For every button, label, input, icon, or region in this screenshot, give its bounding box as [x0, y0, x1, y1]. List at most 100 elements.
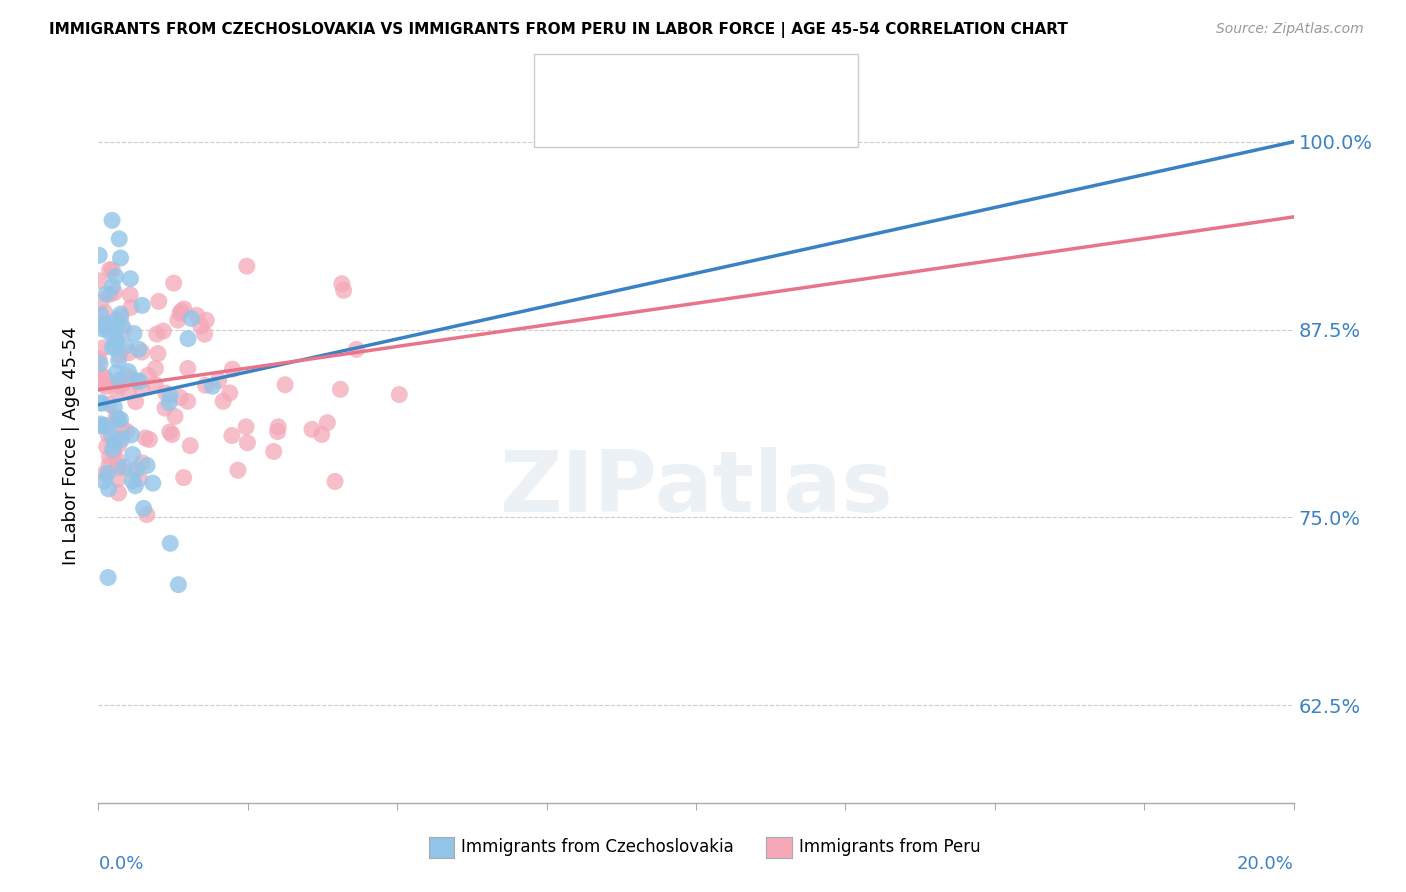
Point: [105, 313, 128, 327]
Point: [221, 428, 243, 442]
Point: [105, 366, 128, 380]
Point: [90, 372, 112, 386]
Point: [117, 384, 139, 398]
Point: [159, 425, 181, 439]
Point: [97, 482, 120, 496]
Text: N =: N =: [693, 68, 737, 87]
Point: [136, 458, 159, 473]
Point: [97, 458, 120, 472]
Point: [97, 570, 120, 584]
Point: [108, 232, 131, 246]
Point: [107, 412, 129, 426]
Point: [91, 377, 114, 392]
Point: [145, 327, 167, 342]
Point: [267, 420, 290, 434]
Point: [110, 307, 132, 321]
Text: R =: R =: [595, 106, 637, 126]
Point: [146, 346, 169, 360]
Point: [152, 324, 174, 338]
Point: [121, 371, 143, 385]
Point: [121, 474, 143, 488]
Point: [111, 319, 134, 334]
Point: [134, 431, 156, 445]
Point: [107, 411, 129, 425]
Point: [107, 460, 129, 475]
Text: R =: R =: [595, 68, 637, 87]
Point: [91, 341, 114, 355]
Point: [115, 339, 138, 353]
Text: 0.333: 0.333: [633, 106, 695, 126]
Point: [125, 374, 148, 388]
Point: [153, 401, 176, 416]
Point: [155, 386, 177, 401]
Point: [101, 340, 124, 354]
Point: [128, 343, 150, 357]
Point: [323, 475, 346, 489]
Point: [121, 464, 143, 478]
Point: [332, 284, 354, 298]
Point: [107, 353, 129, 368]
Point: [97, 428, 120, 442]
Point: [124, 479, 146, 493]
Point: [96, 287, 118, 301]
Point: [90, 308, 112, 322]
Point: [110, 310, 132, 324]
Point: [180, 311, 202, 326]
Point: [177, 332, 200, 346]
Point: [263, 444, 285, 458]
Point: [344, 343, 367, 357]
Point: [101, 442, 124, 457]
Point: [105, 333, 128, 347]
Point: [179, 439, 201, 453]
Point: [177, 361, 200, 376]
Point: [193, 327, 215, 342]
Point: [115, 368, 138, 383]
Point: [98, 450, 121, 464]
Point: [93, 369, 115, 384]
Point: [93, 320, 115, 334]
Point: [108, 374, 131, 388]
Point: [195, 313, 218, 327]
Point: [160, 427, 183, 442]
Point: [221, 362, 243, 376]
Point: [94, 318, 117, 332]
Point: [131, 298, 153, 312]
Point: [108, 378, 131, 392]
Point: [212, 394, 235, 409]
Point: [163, 276, 186, 290]
Point: [87, 418, 110, 433]
Point: [110, 433, 132, 447]
Point: [103, 285, 125, 300]
Text: Source: ZipAtlas.com: Source: ZipAtlas.com: [1216, 22, 1364, 37]
Point: [201, 379, 224, 393]
Point: [90, 295, 112, 310]
Point: [159, 536, 181, 550]
Point: [128, 375, 150, 389]
Point: [226, 463, 249, 477]
Point: [118, 345, 141, 359]
Point: [235, 420, 257, 434]
Point: [98, 326, 121, 340]
Point: [131, 382, 153, 396]
Text: 63: 63: [730, 68, 763, 87]
Point: [176, 394, 198, 409]
Point: [311, 427, 333, 442]
Point: [89, 417, 111, 431]
Point: [120, 288, 142, 302]
Point: [103, 400, 125, 414]
Text: IMMIGRANTS FROM CZECHOSLOVAKIA VS IMMIGRANTS FROM PERU IN LABOR FORCE | AGE 45-5: IMMIGRANTS FROM CZECHOSLOVAKIA VS IMMIGR…: [49, 22, 1069, 38]
Point: [125, 394, 148, 409]
Point: [186, 309, 208, 323]
Point: [91, 322, 114, 336]
Point: [138, 433, 160, 447]
Point: [103, 446, 125, 460]
Point: [89, 248, 111, 262]
Point: [111, 377, 134, 392]
Point: [115, 424, 138, 438]
Point: [96, 374, 118, 388]
Point: [207, 374, 229, 388]
Point: [94, 379, 117, 393]
Point: [108, 348, 131, 362]
Point: [301, 422, 323, 436]
Point: [105, 318, 128, 333]
